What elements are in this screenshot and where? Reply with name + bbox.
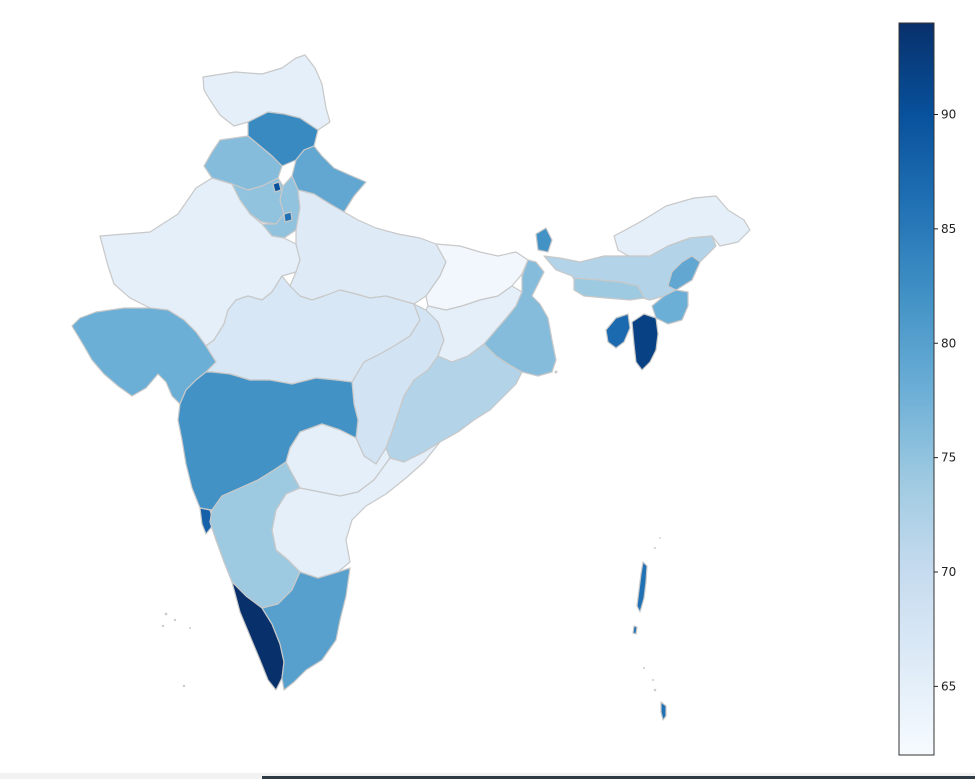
- colorbar-gradient: [898, 22, 935, 756]
- region-nagaland[interactable]: [667, 255, 701, 291]
- region-ladakh[interactable]: [202, 54, 331, 131]
- states-layer: [71, 54, 751, 721]
- region-meghalaya[interactable]: [573, 277, 645, 301]
- colorbar: 65 70 75 80 85 90: [898, 22, 956, 756]
- region-west-bengal[interactable]: [483, 259, 557, 377]
- region-andaman-nicobar[interactable]: [632, 561, 667, 721]
- region-karnataka[interactable]: [209, 461, 301, 609]
- region-delhi[interactable]: [283, 211, 293, 223]
- colorbar-ticks: 65 70 75 80 85 90: [934, 108, 956, 693]
- colorbar-tick-label: 85: [941, 222, 956, 236]
- colorbar-tick-label: 80: [941, 336, 956, 350]
- region-mizoram[interactable]: [631, 313, 659, 371]
- region-goa[interactable]: [199, 507, 215, 535]
- colorbar-tick-label: 90: [941, 108, 956, 122]
- region-sikkim[interactable]: [535, 227, 553, 253]
- colorbar-tick-label: 70: [941, 565, 956, 579]
- bottom-divider-dark: [262, 776, 975, 779]
- region-uttar-pradesh[interactable]: [289, 189, 447, 305]
- region-tripura[interactable]: [605, 313, 631, 349]
- region-chandigarh[interactable]: [272, 181, 282, 193]
- region-manipur[interactable]: [651, 289, 689, 325]
- colorbar-tick-label: 65: [941, 679, 956, 693]
- colorbar-tick-label: 75: [941, 451, 956, 465]
- region-tamil-nadu[interactable]: [261, 567, 351, 691]
- decorative-islands: [161, 370, 661, 692]
